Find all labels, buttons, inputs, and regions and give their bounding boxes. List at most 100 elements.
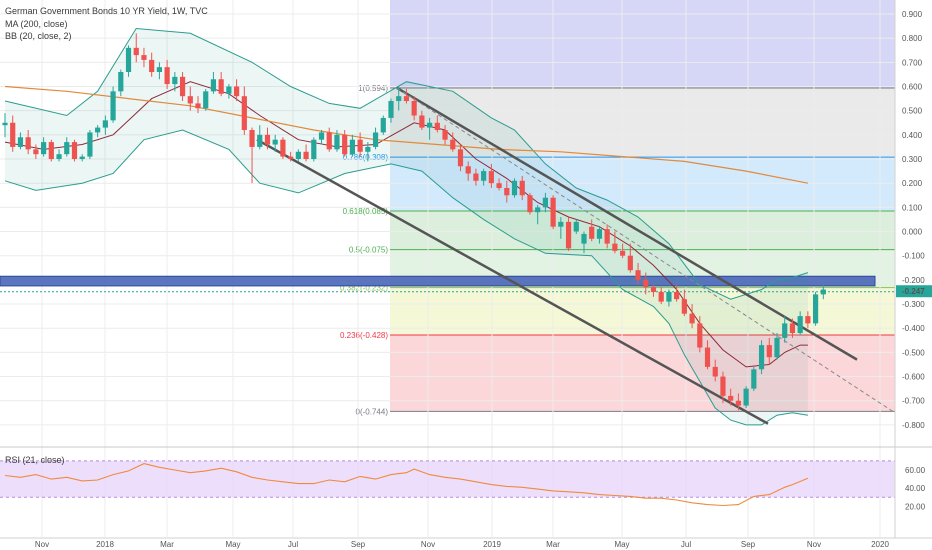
price-tick-label: -0.400: [902, 324, 925, 333]
candle-body: [442, 130, 448, 140]
price-tick-label: 0.900: [902, 10, 923, 19]
rsi-band: [0, 460, 895, 498]
candle-body: [311, 139, 317, 160]
candle-body: [334, 134, 340, 150]
candle-body: [156, 67, 162, 73]
candle-body: [735, 400, 741, 406]
candle-body: [342, 134, 348, 155]
time-tick-label: Jul: [288, 540, 298, 549]
candle-body: [118, 72, 124, 92]
price-tick-label: -0.200: [902, 276, 925, 285]
rsi-tick-label: 40.00: [905, 484, 926, 493]
candle-body: [581, 233, 587, 244]
candle-body: [64, 142, 70, 155]
fib-zone: [390, 87, 895, 158]
price-tick-label: -0.600: [902, 373, 925, 382]
fib-level-label: 0.5(-0.075): [349, 246, 388, 255]
fib-level-label: 0.382(-0.232): [340, 284, 388, 293]
candle-body: [264, 134, 271, 145]
fib-level-label: 1(0.594): [358, 84, 388, 93]
bb-legend: BB (20, close, 2): [5, 31, 72, 41]
candle-body: [627, 255, 633, 271]
candle-body: [697, 323, 703, 348]
candle-body: [411, 101, 417, 116]
fib-level-label: 0(-0.744): [356, 407, 389, 416]
candle-body: [743, 388, 749, 406]
price-tick-label: 0.000: [902, 228, 923, 237]
candle-body: [434, 122, 440, 131]
bb-fill: [5, 28, 808, 425]
price-tick-label: -0.300: [902, 300, 925, 309]
candle-body: [110, 91, 116, 121]
candle-body: [48, 142, 54, 160]
candle-body: [758, 345, 765, 370]
time-tick-label: Mar: [546, 540, 560, 549]
candle-body: [272, 139, 278, 145]
candle-body: [179, 76, 186, 97]
candle-body: [149, 59, 155, 73]
candle-body: [133, 47, 139, 56]
candle-body: [689, 313, 695, 324]
channel-lower-line: [256, 138, 769, 425]
candle-body: [712, 366, 718, 377]
fib-level-label: 0.786(0.308): [343, 153, 389, 162]
candle-body: [349, 139, 355, 155]
candle-body: [303, 151, 309, 160]
candle-body: [589, 226, 595, 239]
fib-zone-top: [390, 0, 895, 88]
candle-body: [288, 156, 294, 160]
price-tick-label: 0.700: [902, 58, 923, 67]
candle-body: [728, 395, 734, 401]
candle-body: [527, 195, 533, 213]
candle-body: [33, 149, 39, 155]
rsi-legend: RSI (21, close): [5, 455, 65, 465]
time-tick-label: Sep: [741, 540, 756, 549]
candle-body: [650, 287, 657, 292]
candle-body: [17, 137, 24, 147]
candle-body: [535, 207, 541, 213]
candle-body: [797, 316, 803, 334]
candle-body: [380, 117, 386, 133]
candle-body: [79, 156, 85, 160]
time-tick-label: May: [614, 540, 629, 549]
candle-body: [226, 86, 232, 94]
candle-body: [720, 376, 726, 396]
candle-body: [488, 171, 494, 184]
candle-body: [805, 316, 811, 324]
candle-body: [550, 197, 556, 227]
candle-body: [195, 103, 201, 109]
bb-lower-line: [4, 129, 808, 426]
candle-body: [666, 291, 672, 302]
candle-body: [388, 101, 394, 118]
candle-body: [681, 299, 687, 314]
candle-body: [457, 149, 464, 167]
candle-body: [102, 120, 108, 128]
rsi-tick-label: 60.00: [905, 466, 926, 475]
trendlines-layer: [256, 86, 896, 425]
candle-body: [658, 291, 664, 302]
candle-body: [789, 323, 796, 334]
candle-body: [172, 76, 178, 85]
last-price-badge: [896, 285, 932, 298]
time-tick-label: May: [225, 540, 240, 549]
candle-body: [25, 137, 31, 150]
candle-body: [210, 79, 217, 92]
candle-body: [612, 243, 618, 251]
candle-body: [813, 294, 819, 324]
candle-body: [403, 96, 410, 102]
time-tick-label: Sep: [351, 540, 366, 549]
price-tick-label: 0.800: [902, 34, 923, 43]
candle-body: [71, 142, 78, 160]
candle-body: [604, 229, 610, 244]
candle-body: [295, 151, 301, 160]
price-tick-label: 0.500: [902, 107, 923, 116]
candle-body: [565, 221, 572, 249]
candle-body: [643, 279, 649, 288]
candle-body: [511, 180, 518, 196]
chart-title: German Government Bonds 10 YR Yield, 1W,…: [5, 6, 208, 16]
fib-zone: [390, 157, 895, 211]
candle-body: [450, 139, 456, 150]
fib-zone: [390, 210, 895, 250]
